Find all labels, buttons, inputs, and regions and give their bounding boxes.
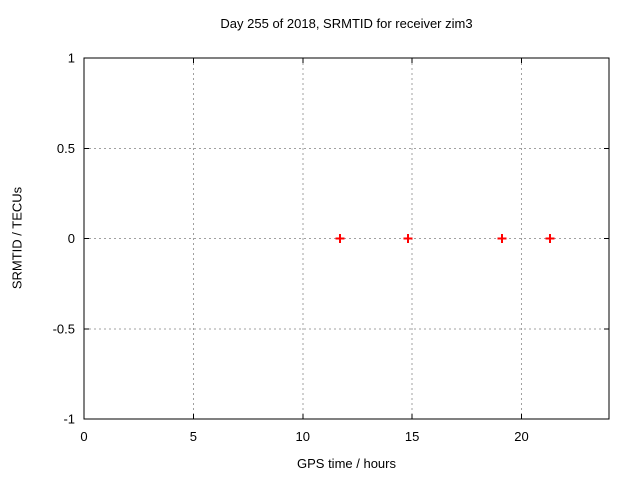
x-tick-label: 10 (296, 429, 310, 444)
y-tick-label: 0.5 (57, 141, 75, 156)
x-tick-label: 20 (514, 429, 528, 444)
x-tick-label: 15 (405, 429, 419, 444)
y-tick-label: -0.5 (53, 321, 75, 336)
x-tick-label: 5 (190, 429, 197, 444)
y-tick-label: -1 (63, 412, 75, 427)
chart-title: Day 255 of 2018, SRMTID for receiver zim… (220, 16, 473, 31)
y-tick-label: 1 (68, 51, 75, 66)
x-tick-label: 0 (80, 429, 87, 444)
x-axis-label: GPS time / hours (297, 456, 396, 471)
y-tick-label: 0 (68, 231, 75, 246)
